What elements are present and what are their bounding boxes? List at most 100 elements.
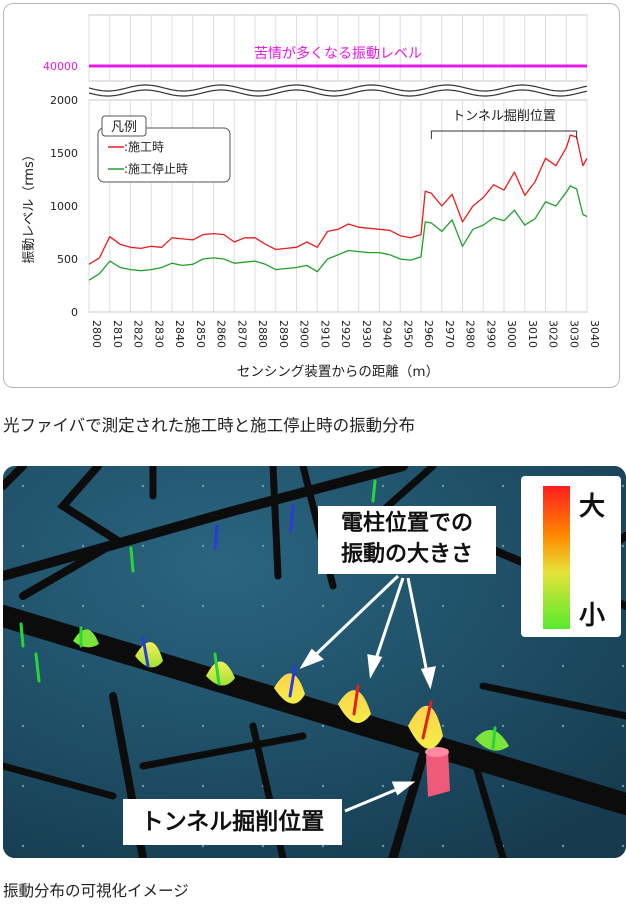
grid-dot (381, 844, 385, 848)
grid-dot (621, 784, 625, 788)
x-tick-label: 2800 (90, 320, 103, 348)
grid-dot (201, 724, 205, 728)
grid-dot (201, 544, 205, 548)
grid-dot (621, 484, 625, 488)
grid-dot (561, 664, 565, 668)
grid-dot (501, 604, 505, 608)
x-axis-title: センシング装置からの距離（m） (237, 364, 439, 380)
color-scale-legend: 大 小 (521, 476, 621, 637)
grid-dot (201, 844, 205, 848)
x-tick-label: 3040 (588, 320, 601, 348)
grid-dot (81, 604, 85, 608)
x-tick-label: 2870 (235, 320, 248, 348)
grid-dot (501, 544, 505, 548)
visualization-caption: 振動分布の可視化イメージ (3, 882, 189, 900)
y-tick-label: 1500 (50, 147, 78, 160)
pole-blob (206, 661, 235, 686)
grid-dot (501, 784, 505, 788)
grid-dot (501, 664, 505, 668)
pole-blob (475, 730, 509, 751)
x-tick-label: 2940 (381, 320, 394, 348)
pole-blob (135, 642, 163, 668)
legend-high-label: 大 (579, 492, 606, 522)
axis-break-wave (88, 89, 588, 97)
grid-dot (261, 484, 265, 488)
grid-dot (441, 604, 445, 608)
x-tick-label: 2810 (111, 320, 124, 348)
pole-callout-line2: 振動の大きさ (340, 542, 473, 567)
threshold-label: 苦情が多くなる振動レベル (254, 45, 422, 62)
x-tick-label: 2970 (443, 320, 456, 348)
upper-y-tick-label: 40000 (43, 60, 78, 73)
x-tick-label: 3000 (505, 320, 518, 348)
x-tick-label: 2850 (194, 320, 207, 348)
x-tick-label: 2990 (484, 320, 497, 348)
x-tick-label: 2950 (401, 320, 414, 348)
grid-dot (261, 664, 265, 668)
grid-dot (321, 664, 325, 668)
pole-callout-line1: 電柱位置での (340, 511, 473, 536)
annotation-layer: トンネル掘削位置 (430, 109, 578, 139)
grid-dot (321, 604, 325, 608)
annotation-label: トンネル掘削位置 (452, 109, 556, 124)
grid-dot (321, 724, 325, 728)
grid-dot (501, 724, 505, 728)
grid-dot (621, 724, 625, 728)
annotation-bracket (430, 130, 578, 139)
x-tick-label: 2930 (360, 320, 373, 348)
legend-box (97, 127, 231, 183)
x-tick-label: 3030 (567, 320, 580, 348)
grid-dot (441, 484, 445, 488)
grid-dot (21, 844, 25, 848)
grid-dot (261, 544, 265, 548)
grid-dot (321, 784, 325, 788)
grid-dot (141, 724, 145, 728)
grid-dot (141, 544, 145, 548)
grid-dot (81, 664, 85, 668)
grid-dot (21, 484, 25, 488)
legend-title: 凡例 (111, 120, 137, 135)
grid-dot (21, 664, 25, 668)
color-scale-bar (543, 486, 570, 629)
grid-dot (381, 664, 385, 668)
grid-dot (201, 484, 205, 488)
pole-blob (274, 673, 305, 704)
legend-low-label: 小 (579, 601, 606, 631)
y-tick-label: 0 (71, 306, 78, 319)
tunnel-position-callout: トンネル掘削位置 (123, 799, 342, 845)
y-tick-label: 1000 (50, 200, 78, 213)
grid-dot (261, 844, 265, 848)
grid-dot (81, 844, 85, 848)
x-tick-label: 2840 (173, 320, 186, 348)
x-tick-label: 2830 (152, 320, 165, 348)
legend-title-box (101, 115, 147, 137)
pole-blobs (73, 629, 509, 751)
grid-dot (21, 604, 25, 608)
tunnel-marker (425, 747, 450, 797)
legend-entry: :施工停止時 (124, 161, 188, 176)
grid-dot (21, 724, 25, 728)
axis-layer: 2800 2810 2820 2830 2840 2850 2860 2870 2880 2890… (22, 94, 601, 380)
grid-dot (81, 724, 85, 728)
grid-dot (81, 544, 85, 548)
legend-entry: :施工時 (124, 140, 164, 154)
grid-dot (141, 484, 145, 488)
y-tick-label: 2000 (50, 94, 78, 107)
grid-dot (201, 784, 205, 788)
callout-arrows (299, 574, 436, 813)
x-tick-label: 2960 (422, 320, 435, 348)
grid-dot (381, 784, 385, 788)
grid-dot (21, 784, 25, 788)
x-tick-label: 2820 (132, 320, 145, 348)
grid-dot (381, 484, 385, 488)
x-tick-label: 3020 (547, 320, 560, 348)
grid-dot (201, 604, 205, 608)
grid-dot (621, 844, 625, 848)
series-layer (88, 134, 588, 281)
grid-dot (141, 784, 145, 788)
grid-dot (561, 844, 565, 848)
chart-legend: 凡例 :施工時 :施工停止時 (97, 115, 231, 183)
grid-dot (621, 664, 625, 668)
x-tick-label: 2980 (464, 320, 477, 348)
grid-dot (561, 724, 565, 728)
